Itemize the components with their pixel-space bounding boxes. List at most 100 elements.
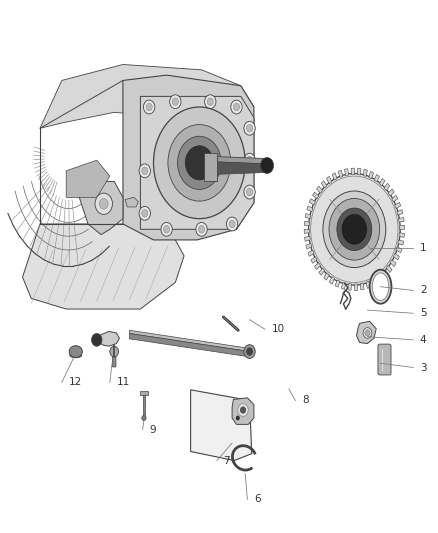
Circle shape [244,185,255,199]
Text: 12: 12 [68,377,81,387]
Circle shape [139,164,150,177]
Polygon shape [304,237,310,241]
Circle shape [142,415,146,421]
Polygon shape [40,64,254,128]
Polygon shape [371,278,377,286]
Polygon shape [388,189,394,196]
Polygon shape [141,96,254,229]
Text: 11: 11 [117,377,130,387]
Polygon shape [332,173,337,180]
Text: 9: 9 [149,425,156,435]
Circle shape [161,222,172,236]
Circle shape [196,222,207,236]
Polygon shape [125,197,138,207]
Circle shape [247,157,253,164]
Circle shape [247,125,253,132]
Polygon shape [395,202,401,208]
Circle shape [323,191,386,268]
Polygon shape [398,240,403,245]
Polygon shape [317,186,322,193]
Circle shape [205,95,216,109]
Text: 2: 2 [420,286,427,295]
Polygon shape [321,181,327,188]
Circle shape [144,100,155,114]
Circle shape [229,220,235,228]
Polygon shape [204,154,217,181]
Polygon shape [130,334,250,357]
Bar [140,391,148,395]
Polygon shape [357,321,376,344]
Polygon shape [326,176,332,184]
Polygon shape [191,390,252,461]
Polygon shape [329,277,335,284]
Polygon shape [354,284,358,290]
Circle shape [244,154,255,167]
Circle shape [163,225,170,233]
Circle shape [226,217,238,231]
Circle shape [247,188,253,196]
Circle shape [172,98,178,106]
Polygon shape [363,169,367,176]
Polygon shape [345,168,349,175]
FancyBboxPatch shape [378,344,391,375]
Text: 10: 10 [272,324,285,334]
Circle shape [337,208,372,251]
Polygon shape [212,162,267,174]
Polygon shape [66,160,110,197]
Polygon shape [357,168,361,175]
Circle shape [99,198,108,209]
Text: 3: 3 [420,362,427,373]
Polygon shape [212,157,267,164]
Polygon shape [22,224,184,309]
Polygon shape [319,268,325,275]
Text: 1: 1 [420,243,427,253]
Polygon shape [384,183,390,191]
Polygon shape [397,209,403,215]
Polygon shape [390,260,396,266]
Polygon shape [335,280,340,287]
Circle shape [177,136,221,189]
Circle shape [233,103,240,111]
Polygon shape [379,179,385,186]
Ellipse shape [70,353,82,358]
Circle shape [365,330,370,336]
Polygon shape [311,257,317,263]
Polygon shape [351,168,354,175]
FancyBboxPatch shape [113,357,116,367]
Circle shape [231,100,242,114]
Polygon shape [399,217,404,222]
Ellipse shape [69,346,82,358]
Polygon shape [393,254,399,260]
Circle shape [207,98,213,106]
Text: 7: 7 [223,456,230,465]
Circle shape [142,167,148,174]
Circle shape [247,348,253,356]
Text: 8: 8 [302,395,309,406]
Polygon shape [338,170,343,177]
Polygon shape [306,244,312,249]
Polygon shape [313,192,319,199]
Polygon shape [374,174,379,182]
Circle shape [198,225,205,233]
Circle shape [142,209,148,217]
Circle shape [95,193,113,214]
Circle shape [110,346,119,357]
Polygon shape [130,330,250,352]
Circle shape [311,176,398,282]
Ellipse shape [370,270,392,304]
Polygon shape [366,281,371,288]
Circle shape [244,122,255,135]
Polygon shape [309,199,315,205]
Polygon shape [305,213,311,219]
Polygon shape [304,229,310,233]
Text: 5: 5 [420,308,427,318]
Polygon shape [97,332,120,346]
Circle shape [238,403,248,416]
Polygon shape [396,247,402,253]
Circle shape [261,158,274,173]
Ellipse shape [372,273,389,301]
Circle shape [240,407,246,413]
Polygon shape [369,172,374,179]
Polygon shape [314,263,321,270]
Text: 6: 6 [254,494,261,504]
